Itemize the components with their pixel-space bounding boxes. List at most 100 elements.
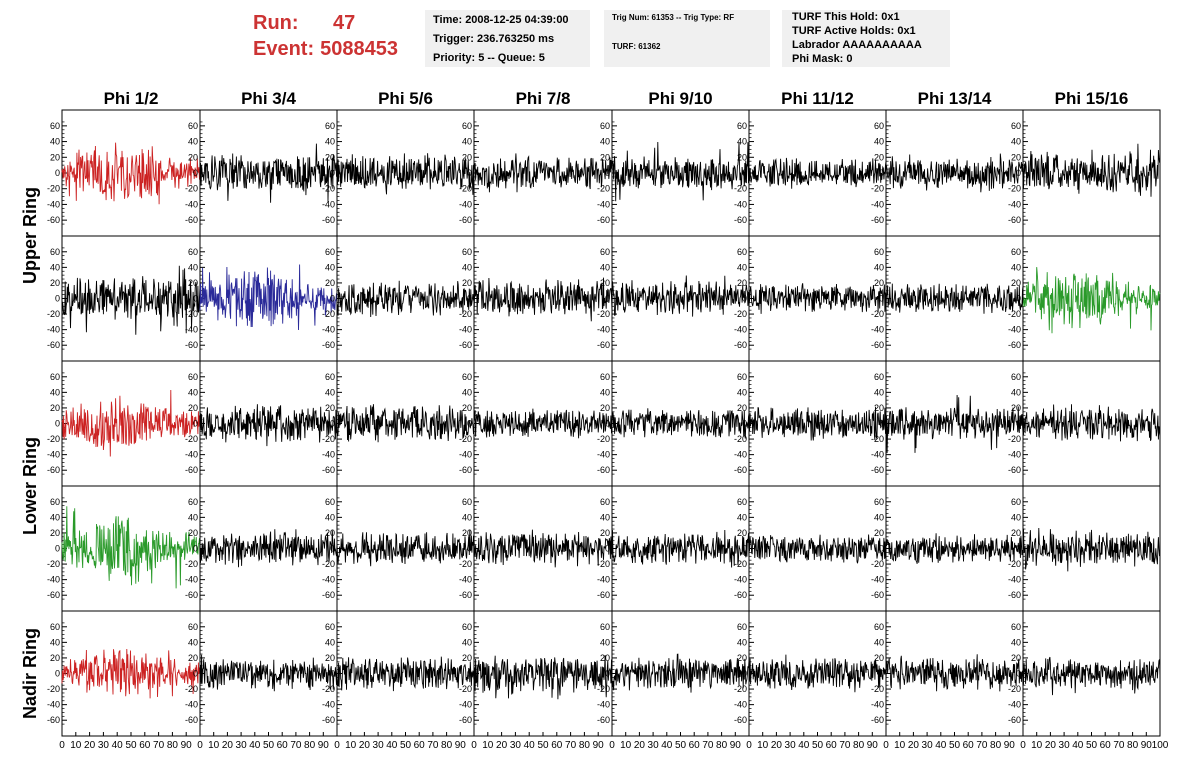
waveform-panel: -60 -40 -20 0 20 40 60 <box>734 610 887 737</box>
waveform-panel: -60 -40 -20 0 20 40 60 <box>734 360 887 487</box>
y-tick-label: -40 <box>459 575 472 585</box>
y-tick-label: -20 <box>459 434 472 444</box>
waveform-trace <box>61 506 201 589</box>
y-tick-label: -20 <box>459 184 472 194</box>
x-tick-label: 20 <box>771 740 783 751</box>
waveform-trace <box>748 157 887 189</box>
y-tick-label: 20 <box>188 278 198 288</box>
y-tick-label: 60 <box>50 622 60 632</box>
y-tick-label: 0 <box>879 544 884 554</box>
y-tick-label: 40 <box>1011 637 1021 647</box>
y-tick-label: 20 <box>1011 528 1021 538</box>
y-tick-label: -40 <box>1008 199 1021 209</box>
y-tick-label: 0 <box>467 419 472 429</box>
y-tick-label: 0 <box>879 168 884 178</box>
y-tick-label: -40 <box>322 325 335 335</box>
waveform-trace <box>885 153 1024 193</box>
waveform-trace <box>885 533 1024 564</box>
waveform-panel: -60 -40 -20 0 20 40 60 <box>459 610 613 737</box>
y-tick-label: -40 <box>459 450 472 460</box>
y-tick-label: 40 <box>325 387 335 397</box>
x-tick-label: 80 <box>167 740 179 751</box>
waveform-panel: -60 -40 -20 0 20 40 60 <box>47 610 201 737</box>
y-tick-label: 40 <box>462 137 472 147</box>
y-tick-label: 60 <box>50 372 60 382</box>
y-tick-label: -40 <box>597 700 610 710</box>
y-tick-label: -20 <box>47 684 60 694</box>
x-tick-label: 80 <box>1127 740 1139 751</box>
y-tick-label: 20 <box>737 152 747 162</box>
x-tick-label: 90 <box>318 740 330 751</box>
y-tick-label: 60 <box>50 247 60 257</box>
y-tick-label: 40 <box>737 387 747 397</box>
x-tick-label: 80 <box>853 740 865 751</box>
y-tick-label: 20 <box>50 528 60 538</box>
y-tick-label: 40 <box>462 637 472 647</box>
y-tick-label: 20 <box>874 528 884 538</box>
x-tick-label: 80 <box>441 740 453 751</box>
y-tick-label: -40 <box>322 575 335 585</box>
y-tick-label: 20 <box>462 152 472 162</box>
y-tick-label: -40 <box>734 575 747 585</box>
y-tick-label: 40 <box>600 512 610 522</box>
turf-this-hold-text: TURF This Hold: 0x1 <box>792 11 900 23</box>
y-tick-label: -60 <box>1008 465 1021 475</box>
y-tick-label: -60 <box>459 340 472 350</box>
waveform-trace <box>473 655 613 700</box>
waveform-panel: -60 -40 -20 0 20 40 60 <box>597 485 750 612</box>
y-tick-label: -20 <box>734 559 747 569</box>
y-tick-label: -40 <box>871 199 884 209</box>
x-tick-label: 10 <box>208 740 220 751</box>
y-tick-label: 60 <box>874 497 884 507</box>
y-tick-label: 20 <box>1011 403 1021 413</box>
waveform-panel: -60 -40 -20 0 20 40 60 <box>322 360 475 487</box>
y-tick-label: 60 <box>188 247 198 257</box>
x-tick-label: 80 <box>579 740 591 751</box>
waveform-panel: -60 -40 -20 0 20 40 60 <box>185 235 338 362</box>
waveform-panel: -60 -40 -20 0 20 40 60 <box>871 610 1024 737</box>
y-tick-label: 40 <box>188 262 198 272</box>
x-tick-label: 20 <box>634 740 646 751</box>
waveform-panel: -60 -40 -20 0 20 40 60 <box>322 235 475 362</box>
waveform-panel: -60 -40 -20 0 20 40 60 <box>1008 235 1161 362</box>
x-tick-label: 40 <box>524 740 536 751</box>
y-tick-label: 0 <box>605 168 610 178</box>
y-tick-label: 60 <box>737 121 747 131</box>
x-tick-label: 70 <box>565 740 577 751</box>
y-tick-label: 20 <box>50 653 60 663</box>
y-tick-label: 60 <box>874 247 884 257</box>
y-tick-label: 20 <box>737 403 747 413</box>
y-tick-label: 20 <box>600 152 610 162</box>
x-tick-label: 30 <box>1059 740 1071 751</box>
y-tick-label: -40 <box>322 700 335 710</box>
y-tick-label: -40 <box>1008 575 1021 585</box>
waveform-trace <box>473 529 613 568</box>
y-tick-label: -20 <box>322 184 335 194</box>
waveform-panel: -60 -40 -20 0 20 40 60 <box>1008 360 1161 487</box>
y-tick-label: 0 <box>55 669 60 679</box>
waveform-panel: -60 -40 -20 0 20 40 60 <box>459 235 613 362</box>
waveform-trace <box>336 656 475 692</box>
y-tick-label: -60 <box>597 715 610 725</box>
y-tick-label: 0 <box>330 294 335 304</box>
y-tick-label: 40 <box>1011 512 1021 522</box>
y-tick-label: 20 <box>325 278 335 288</box>
y-tick-label: 20 <box>325 152 335 162</box>
x-tick-label: 60 <box>963 740 975 751</box>
y-tick-label: 60 <box>737 622 747 632</box>
x-tick-label: 10 <box>894 740 906 751</box>
x-tick-label: 0 <box>471 740 477 751</box>
y-tick-label: 40 <box>1011 262 1021 272</box>
y-tick-label: 40 <box>462 512 472 522</box>
y-tick-label: -40 <box>597 325 610 335</box>
y-tick-label: -40 <box>871 325 884 335</box>
y-tick-label: -60 <box>734 215 747 225</box>
y-tick-label: 60 <box>325 121 335 131</box>
waveform-trace <box>885 283 1024 314</box>
ring-label: Lower Ring <box>20 437 40 535</box>
y-tick-label: -20 <box>597 434 610 444</box>
y-tick-label: 40 <box>188 137 198 147</box>
trig-info-box: Trig Num: 61353 -- Trig Type: RF TURF: 6… <box>604 10 770 67</box>
y-tick-label: -20 <box>47 309 60 319</box>
waveform-panel: -60 -40 -20 0 20 40 60 <box>459 360 613 487</box>
